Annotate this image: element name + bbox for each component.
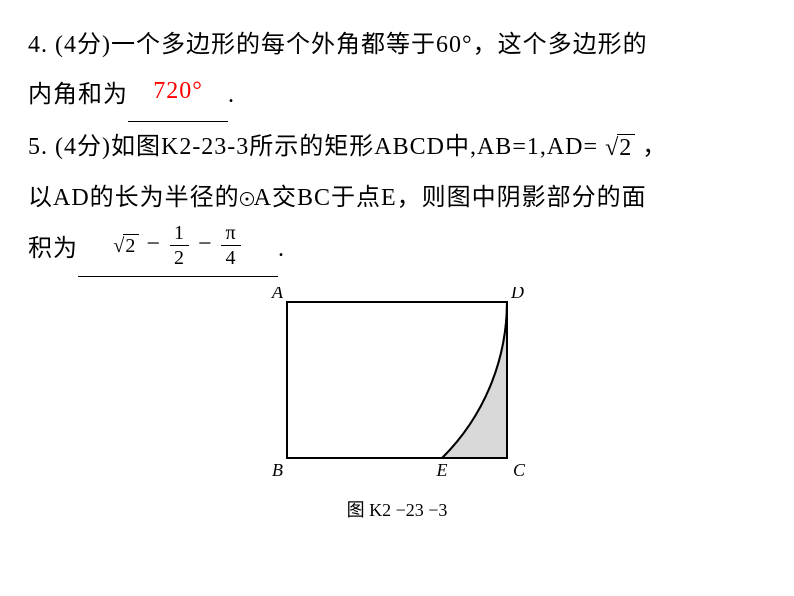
q5-comma: ，	[642, 134, 667, 160]
q4-line2: 内角和为 720°.	[28, 70, 766, 121]
figure-container: A D B C E 图 K2 −23 −3	[28, 287, 766, 522]
expr-frac2: π4	[221, 223, 240, 268]
q5-after-circle: A交BC于点E，则图中阴影部分的面	[254, 185, 647, 211]
circle-a-dot	[245, 198, 248, 201]
q4-line1: 4. (4分)一个多边形的每个外角都等于60°，这个多边形的	[28, 20, 766, 70]
figure-caption: 图 K2 −23 −3	[28, 496, 766, 522]
expr-f1-num: 1	[170, 223, 189, 245]
circle-a-icon	[240, 192, 254, 206]
q5-line2-text: 以AD的长为半径的	[28, 185, 240, 211]
expr-minus2: −	[191, 231, 220, 257]
label-a: A	[271, 287, 284, 302]
label-e: E	[436, 460, 448, 480]
q5-answer-expr: 2 − 12 − π4	[113, 219, 242, 269]
sqrt2-val: 2	[617, 134, 635, 161]
label-d: D	[510, 287, 524, 302]
figure-svg: A D B C E	[267, 287, 527, 487]
q5-line2: 以AD的长为半径的 A交BC于点E，则图中阴影部分的面	[28, 173, 766, 223]
q4-answer: 720°	[153, 78, 203, 104]
sqrt2-sym: 2	[605, 123, 635, 173]
label-c: C	[513, 460, 526, 480]
expr-minus1: −	[139, 231, 168, 257]
expr-sqrt: 2	[113, 225, 139, 267]
label-b: B	[272, 460, 283, 480]
q5-prefix: 5. (4分)如图K2-23-3所示的矩形ABCD中,AB=1,AD=	[28, 134, 598, 160]
q4-prefix: 4. (4分)一个多边形的每个外角都等于60°，这个多边形的	[28, 32, 648, 58]
q5-period: .	[278, 236, 285, 262]
q4-period: .	[228, 82, 235, 108]
q4-line2a: 内角和为	[28, 82, 128, 108]
q5-line3a: 积为	[28, 236, 78, 262]
expr-f1-den: 2	[170, 245, 189, 268]
q5-line3: 积为 2 − 12 − π4 .	[28, 224, 766, 277]
q4-blank: 720°	[128, 70, 228, 121]
q5-blank: 2 − 12 − π4	[78, 224, 278, 277]
q5-line1: 5. (4分)如图K2-23-3所示的矩形ABCD中,AB=1,AD= 2 ，	[28, 122, 766, 174]
expr-sqrt-val: 2	[123, 234, 139, 257]
expr-f2-den: 4	[221, 245, 240, 268]
expr-frac1: 12	[170, 223, 189, 268]
expr-f2-num: π	[221, 223, 240, 245]
